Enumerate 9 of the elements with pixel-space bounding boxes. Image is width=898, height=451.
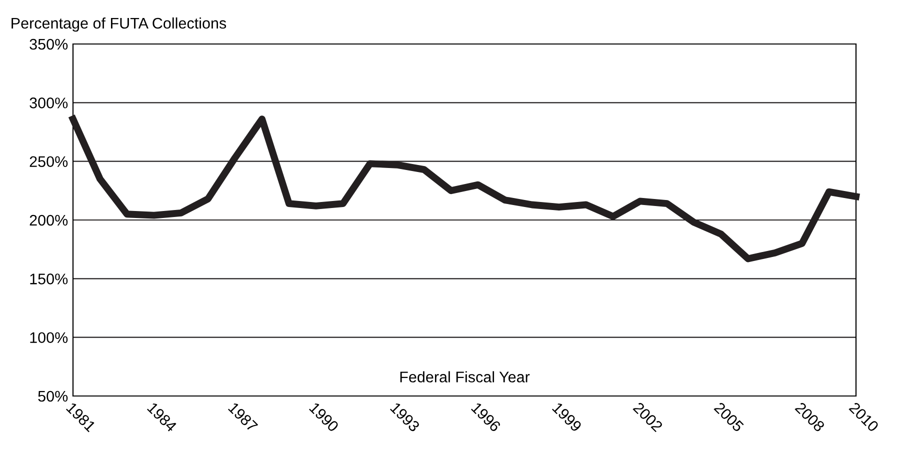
y-tick-label: 250%: [30, 156, 68, 168]
y-tick-label: 300%: [30, 98, 68, 108]
y-tick-label: 200%: [30, 214, 68, 226]
x-axis-title: Federal Fiscal Year: [400, 371, 530, 382]
y-tick-label: 100%: [30, 332, 68, 344]
y-axis-title: Percentage of FUTA Collections: [12, 17, 226, 32]
y-tick-label: 350%: [30, 38, 68, 50]
y-tick-label: 50%: [38, 390, 68, 402]
y-tick-label: 150%: [30, 274, 68, 284]
